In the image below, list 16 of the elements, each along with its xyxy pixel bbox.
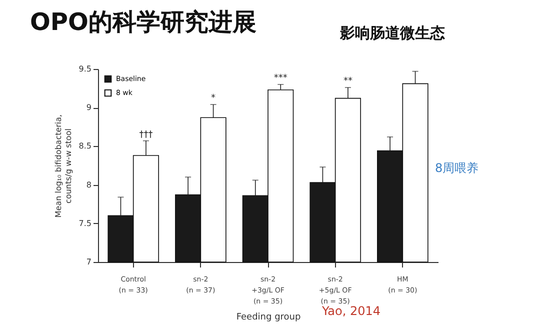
y-tick-label: 7.5 — [78, 218, 92, 228]
y-tick-label: 9 — [86, 103, 92, 112]
annotation: 8周喂养 — [435, 160, 479, 177]
text: Yao, 2014 — [322, 304, 381, 318]
annotation: *** — [274, 73, 288, 84]
y-axis-title: Mean log₁₀ bifidobacteria, counts/g w-w stool — [54, 114, 73, 218]
chart-subtitle: 影响肠道微生态 — [340, 24, 445, 43]
annotation: ** — [343, 76, 353, 87]
annotation: * — [211, 94, 216, 104]
x-axis-title: Feeding group — [236, 312, 301, 322]
y-tick-label: 7 — [86, 258, 92, 266]
chart-title: OPO的科学研究进展 — [30, 7, 256, 38]
annotation: ††† — [139, 130, 154, 140]
y-tick-label: 8.5 — [78, 142, 92, 151]
y-tick-label: 8 — [86, 180, 92, 190]
y-tick-label: 9.5 — [78, 64, 92, 74]
